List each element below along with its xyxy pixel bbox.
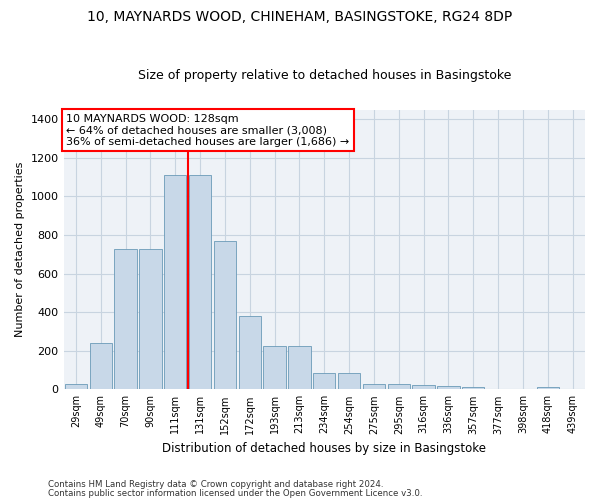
Bar: [462, 387, 484, 390]
Title: Size of property relative to detached houses in Basingstoke: Size of property relative to detached ho…: [137, 69, 511, 82]
Bar: [164, 175, 187, 390]
Bar: [89, 343, 112, 390]
Text: 10, MAYNARDS WOOD, CHINEHAM, BASINGSTOKE, RG24 8DP: 10, MAYNARDS WOOD, CHINEHAM, BASINGSTOKE…: [88, 10, 512, 24]
Bar: [288, 346, 311, 390]
Y-axis label: Number of detached properties: Number of detached properties: [15, 162, 25, 337]
Bar: [313, 373, 335, 390]
Bar: [363, 384, 385, 390]
X-axis label: Distribution of detached houses by size in Basingstoke: Distribution of detached houses by size …: [162, 442, 486, 455]
Bar: [189, 175, 211, 390]
Bar: [338, 373, 360, 390]
Bar: [139, 250, 161, 390]
Bar: [412, 386, 435, 390]
Text: 10 MAYNARDS WOOD: 128sqm
← 64% of detached houses are smaller (3,008)
36% of sem: 10 MAYNARDS WOOD: 128sqm ← 64% of detach…: [66, 114, 349, 147]
Bar: [214, 240, 236, 390]
Bar: [239, 316, 261, 390]
Text: Contains public sector information licensed under the Open Government Licence v3: Contains public sector information licen…: [48, 489, 422, 498]
Bar: [437, 386, 460, 390]
Bar: [388, 384, 410, 390]
Bar: [65, 384, 87, 390]
Bar: [536, 388, 559, 390]
Bar: [115, 250, 137, 390]
Text: Contains HM Land Registry data © Crown copyright and database right 2024.: Contains HM Land Registry data © Crown c…: [48, 480, 383, 489]
Bar: [263, 346, 286, 390]
